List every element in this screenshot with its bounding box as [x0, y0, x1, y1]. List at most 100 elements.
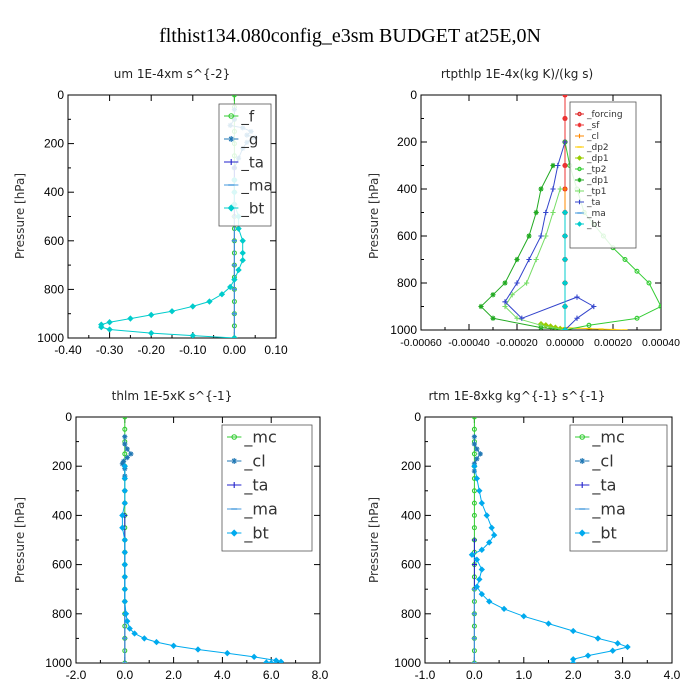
data-point: [502, 280, 508, 286]
legend-marker: [228, 136, 235, 142]
legend-marker: [577, 111, 582, 117]
x-tick-label: 0.00020: [594, 337, 632, 349]
data-point: [231, 276, 238, 283]
data-point: [471, 525, 477, 531]
data-point: [189, 303, 196, 310]
data-point: [478, 499, 485, 507]
data-point: [124, 618, 131, 625]
data-point: [490, 531, 498, 539]
data-point: [486, 598, 493, 605]
data-point: [122, 441, 128, 447]
y-tick-label: 1000: [390, 323, 417, 337]
data-point: [550, 209, 556, 216]
data-point: [555, 162, 561, 169]
data-point: [474, 456, 480, 462]
data-point: [614, 640, 621, 647]
data-point: [545, 620, 552, 627]
data-point: [542, 322, 549, 329]
data-point: [122, 426, 128, 432]
legend-marker: [579, 458, 586, 464]
y-tick-label: 600: [397, 229, 417, 243]
panel-thlm: thlm 1E-5xK s^{-1} Pressure [hPa] -2.0 0.…: [13, 389, 329, 682]
panel-rtpthlp: rtpthlp 1E-4x(kg K)/(kg s) Pressure [hPa…: [367, 67, 680, 349]
data-point: [121, 463, 128, 470]
data-point: [477, 451, 483, 457]
data-point: [119, 461, 125, 467]
legend-marker: [578, 529, 586, 537]
series-group: [119, 417, 285, 663]
data-point: [127, 315, 134, 322]
legend-marker: [577, 188, 582, 194]
legend-label: _forcing: [586, 110, 623, 120]
data-point: [520, 613, 527, 620]
legend-label: _ta: [243, 476, 268, 496]
data-point: [124, 454, 130, 461]
data-point: [121, 487, 128, 494]
x-tick-label: -0.30: [96, 343, 124, 357]
x-tick-label: -0.40: [54, 343, 82, 357]
legend-marker: [577, 122, 582, 128]
data-point: [561, 326, 569, 330]
legend-marker: [230, 529, 238, 537]
data-point: [224, 649, 231, 657]
panel-title: um 1E-4xm s^{-2}: [114, 67, 230, 81]
y-tick-label: 600: [401, 558, 421, 572]
legend-label: _ma: [243, 500, 277, 520]
data-point: [550, 186, 556, 192]
x-tick-label: 0.0: [466, 668, 483, 682]
plot-area: -0.00060 -0.00040 -0.00020 0.00000 0.00020 0.…: [390, 88, 680, 349]
legend-label: _tp1: [586, 187, 606, 197]
y-tick-label: 200: [52, 459, 72, 473]
legend: _mc _cl _ta _ma _bt: [569, 424, 668, 552]
panel-rtm: rtm 1E-8xkg kg^{-1} s^{-1} Pressure [hPa…: [367, 389, 681, 682]
y-tick-label: 400: [397, 182, 417, 196]
data-point: [514, 315, 520, 321]
data-point: [263, 659, 270, 663]
data-point: [609, 647, 616, 654]
data-point: [483, 512, 490, 519]
legend-marker: [577, 177, 582, 183]
data-point: [533, 209, 539, 216]
legend: _mc _cl _ta _ma _bt: [221, 424, 313, 552]
y-tick-label: 200: [401, 459, 421, 473]
legend-marker: [577, 133, 582, 139]
x-tick-label: -0.00040: [448, 337, 490, 349]
data-point: [570, 659, 577, 663]
legend-marker: [576, 155, 583, 161]
legend-box: [569, 424, 668, 552]
legend-label: _mc: [591, 428, 624, 448]
legend-box: [221, 424, 313, 552]
y-tick-label: 0: [65, 410, 72, 424]
x-tick-label: 4.0: [214, 668, 231, 682]
legend-label: _tp2: [586, 165, 606, 175]
data-point: [218, 291, 226, 298]
data-point: [468, 551, 476, 558]
data-point: [509, 292, 515, 298]
data-point: [488, 524, 495, 531]
legend-marker: [231, 482, 238, 488]
x-tick-label: -0.00020: [496, 337, 538, 349]
legend-label: _bt: [591, 524, 616, 544]
data-point: [476, 576, 483, 583]
x-tick-label: 0.00: [223, 343, 247, 357]
data-point: [562, 162, 568, 169]
data-point: [570, 627, 577, 635]
data-point: [121, 549, 128, 556]
y-tick-label: 800: [401, 607, 421, 621]
data-point: [121, 586, 128, 593]
legend-label: _dp1: [586, 154, 609, 164]
panel-title: rtpthlp 1E-4x(kg K)/(kg s): [441, 67, 593, 81]
data-point: [490, 292, 496, 298]
data-point: [471, 426, 477, 432]
y-tick-label: 800: [52, 607, 72, 621]
data-point: [206, 298, 213, 305]
legend-label: _ta: [591, 476, 616, 496]
legend-label: _cl: [586, 132, 599, 142]
data-point: [471, 434, 477, 440]
data-point: [562, 139, 568, 145]
data-point: [141, 635, 148, 642]
data-point: [98, 323, 105, 331]
data-point: [231, 95, 237, 98]
x-tick-label: 0.00040: [642, 337, 680, 349]
data-point: [227, 283, 234, 291]
